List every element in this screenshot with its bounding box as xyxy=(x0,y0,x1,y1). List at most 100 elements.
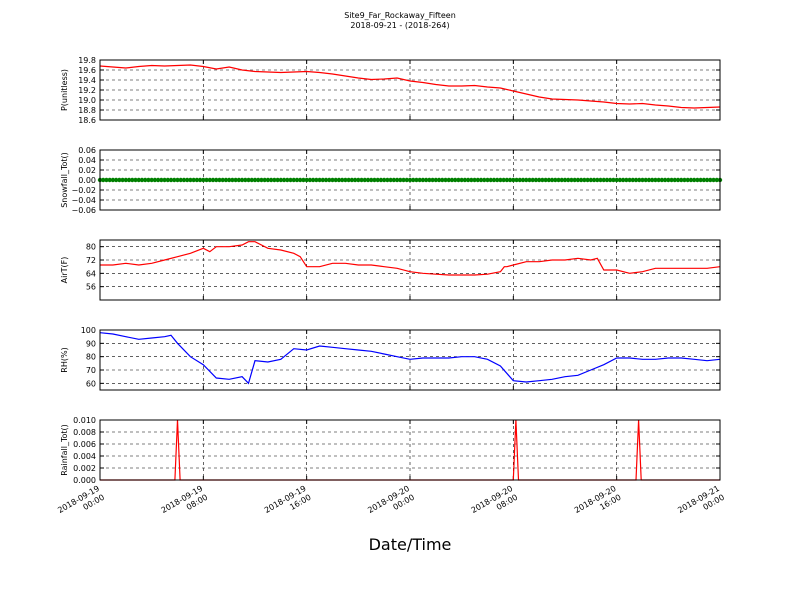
data-point xyxy=(624,177,629,183)
data-point xyxy=(559,177,564,183)
data-point xyxy=(391,177,397,183)
data-point xyxy=(701,177,707,183)
data-point xyxy=(488,177,493,183)
y-tick-label: 18.8 xyxy=(78,106,96,115)
data-point xyxy=(475,177,481,183)
data-point xyxy=(159,177,164,183)
data-point xyxy=(120,177,125,183)
data-point xyxy=(598,177,603,183)
y-tick-label: −0.02 xyxy=(71,186,96,195)
y-tick-label: −0.06 xyxy=(71,206,96,215)
data-point xyxy=(617,177,623,183)
y-axis-label: AirT(F) xyxy=(60,257,69,284)
series-points xyxy=(97,177,723,183)
data-point xyxy=(130,177,135,183)
data-point xyxy=(443,177,448,183)
series-line xyxy=(99,64,721,109)
y-tick-label: −0.04 xyxy=(71,196,96,205)
data-point xyxy=(117,177,122,183)
data-point xyxy=(388,177,393,183)
data-point xyxy=(365,177,371,183)
data-point xyxy=(378,177,384,183)
data-point xyxy=(643,177,648,183)
data-point xyxy=(291,177,296,183)
data-point xyxy=(407,177,413,183)
data-point xyxy=(175,177,180,183)
data-point xyxy=(504,177,510,183)
data-point xyxy=(301,177,306,183)
data-point xyxy=(501,177,506,183)
data-point xyxy=(252,177,258,183)
data-point xyxy=(333,177,338,183)
data-point xyxy=(223,177,229,183)
data-point xyxy=(620,177,626,183)
data-point xyxy=(546,177,552,183)
data-point xyxy=(113,177,119,183)
data-point xyxy=(604,177,610,183)
y-tick-label: 0.000 xyxy=(73,476,96,485)
x-tick-label: 2018-09-1908:00 xyxy=(160,484,210,524)
data-point xyxy=(107,177,112,183)
data-point xyxy=(498,177,503,183)
subplots: 19.819.619.419.219.018.818.6 P(unitless) 0… xyxy=(60,56,723,485)
x-axis-label: Date/Time xyxy=(369,535,452,554)
data-point xyxy=(675,177,681,183)
data-point xyxy=(262,177,267,183)
data-point xyxy=(556,177,561,183)
y-tick-label: 18.6 xyxy=(78,116,96,125)
y-tick-label: 90 xyxy=(86,339,96,348)
data-point xyxy=(372,177,377,183)
series-line xyxy=(99,332,721,385)
y-tick-label: 72 xyxy=(86,256,96,265)
data-point xyxy=(201,177,206,183)
data-point xyxy=(688,177,694,183)
data-point xyxy=(595,177,600,183)
data-point xyxy=(162,177,167,183)
data-point xyxy=(184,177,190,183)
data-point xyxy=(533,177,539,183)
data-point xyxy=(336,177,342,183)
y-tick-label: 19.4 xyxy=(78,76,96,85)
x-tick-label: 2018-09-2100:00 xyxy=(676,484,726,524)
data-point xyxy=(197,177,203,183)
subplot-1: 19.819.619.419.219.018.818.6 P(unitless) xyxy=(60,56,721,125)
y-axis-label: RH(%) xyxy=(60,347,69,372)
data-point xyxy=(139,177,145,183)
data-point xyxy=(226,177,232,183)
y-tick-label: 19.6 xyxy=(78,66,96,75)
data-point xyxy=(239,177,245,183)
data-point xyxy=(530,177,535,183)
data-point xyxy=(288,177,293,183)
y-tick-label: 0.008 xyxy=(73,428,96,437)
data-point xyxy=(172,177,177,183)
data-point xyxy=(314,177,319,183)
y-tick-label: 80 xyxy=(86,243,96,252)
y-tick-label: 60 xyxy=(86,379,96,388)
data-point xyxy=(249,177,254,183)
data-point xyxy=(494,177,500,183)
data-point xyxy=(714,177,719,183)
data-point xyxy=(307,177,313,183)
data-point xyxy=(549,177,555,183)
x-tick-label: 2018-09-1900:00 xyxy=(56,484,106,524)
data-point xyxy=(578,177,584,183)
data-point xyxy=(188,177,193,183)
y-axis-label: P(unitless) xyxy=(60,69,69,111)
data-point xyxy=(359,177,364,183)
data-point xyxy=(543,177,548,183)
data-point xyxy=(572,177,577,183)
data-point xyxy=(110,177,116,183)
data-point xyxy=(459,177,464,183)
data-point xyxy=(323,177,329,183)
data-point xyxy=(511,177,516,183)
data-point xyxy=(165,177,171,183)
data-point xyxy=(375,177,380,183)
data-point xyxy=(304,177,309,183)
data-point xyxy=(143,177,148,183)
data-point xyxy=(398,177,403,183)
y-tick-label: 80 xyxy=(86,353,96,362)
data-point xyxy=(194,177,200,183)
data-point xyxy=(540,177,545,183)
data-point xyxy=(404,177,409,183)
data-point xyxy=(339,177,345,183)
